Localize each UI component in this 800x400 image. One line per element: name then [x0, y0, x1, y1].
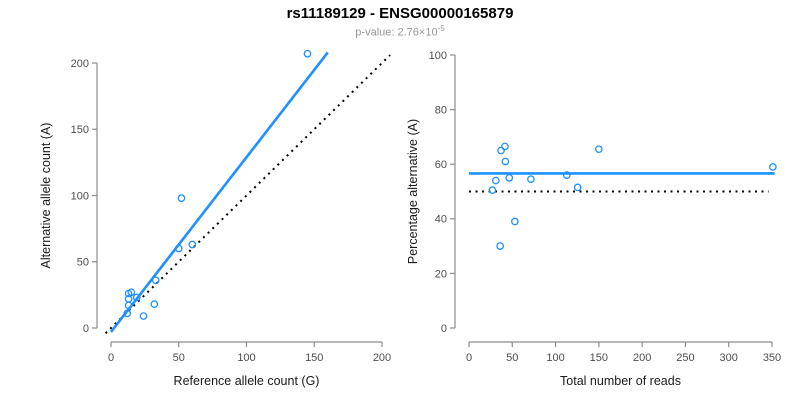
data-point — [491, 176, 500, 185]
data-point — [174, 244, 183, 253]
data-point — [562, 171, 571, 179]
data-point — [177, 194, 186, 202]
x-tick-label: 0 — [108, 352, 114, 364]
identity-line — [104, 54, 391, 335]
y-tick-label: 0 — [83, 323, 89, 335]
data-point — [769, 163, 777, 171]
x-tick-label: 350 — [763, 352, 781, 364]
y-tick-label: 200 — [71, 58, 89, 70]
data-point — [488, 186, 497, 194]
p-value-subtitle: p-value: 2.76×10-5 — [0, 24, 800, 39]
y-tick-label: 60 — [435, 159, 447, 171]
y-tick-label: 150 — [71, 124, 89, 136]
y-axis: 0 20 40 60 80 100 Percentage alternative (A) — [406, 50, 456, 335]
p-value-text: p-value: 2.76×10 — [355, 26, 438, 39]
data-point — [573, 183, 582, 192]
y-axis: 0 50 100 150 200 Alternative allele count (A) — [39, 58, 98, 335]
y-tick-label: 80 — [435, 104, 447, 116]
x-axis-title: Reference allele count (G) — [174, 374, 320, 388]
x-tick-label: 250 — [676, 352, 694, 364]
x-tick-label: 0 — [466, 352, 472, 364]
x-tick-label: 100 — [237, 352, 255, 364]
data-point — [151, 276, 160, 285]
data-point — [511, 217, 519, 226]
figure-title: rs11189129 - ENSG00000165879 — [286, 5, 514, 22]
data-point — [595, 145, 603, 154]
x-axis: 0 50 100 150 200 Reference allele count (G) — [108, 341, 391, 388]
y-tick-label: 50 — [77, 257, 89, 269]
x-tick-label: 150 — [590, 352, 608, 364]
y-tick-label: 40 — [435, 214, 447, 226]
x-tick-label: 50 — [173, 352, 185, 364]
data-point — [501, 157, 510, 166]
y-tick-label: 100 — [71, 190, 89, 202]
x-axis-title: Total number of reads — [560, 374, 681, 388]
left-plot-panel: 0 50 100 150 200 Alternative allele count (A)… — [39, 49, 391, 388]
y-tick-label: 100 — [429, 50, 447, 62]
data-point — [496, 242, 505, 250]
y-axis-title: Percentage alternative (A) — [406, 119, 420, 264]
data-point — [303, 49, 312, 58]
y-axis-title: Alternative allele count (A) — [39, 123, 53, 269]
data-point — [501, 142, 509, 151]
data-point — [139, 312, 148, 320]
x-tick-label: 50 — [506, 352, 518, 364]
data-point — [132, 293, 141, 302]
y-tick-label: 20 — [435, 268, 447, 280]
x-tick-label: 200 — [373, 352, 391, 364]
x-tick-label: 150 — [305, 352, 323, 364]
data-point — [505, 174, 514, 182]
p-value-exponent: -5 — [437, 24, 445, 33]
x-tick-label: 300 — [720, 352, 738, 364]
data-point — [123, 309, 132, 318]
data-point — [527, 175, 535, 184]
data-point — [127, 288, 136, 297]
right-plot-panel: 0 20 40 60 80 100 Percentage alternative (A) 0 5… — [406, 50, 781, 388]
data-points — [123, 49, 312, 320]
y-tick-label: 0 — [441, 323, 447, 335]
data-points — [488, 142, 777, 250]
x-axis: 0 50 100 150 200 250 300 350 Total number of rea… — [466, 341, 781, 388]
data-point — [188, 240, 197, 249]
data-point — [497, 146, 505, 155]
regression-line — [109, 51, 329, 333]
data-point — [124, 301, 133, 310]
data-point — [150, 300, 159, 308]
x-tick-label: 100 — [546, 352, 564, 364]
x-tick-label: 200 — [633, 352, 651, 364]
